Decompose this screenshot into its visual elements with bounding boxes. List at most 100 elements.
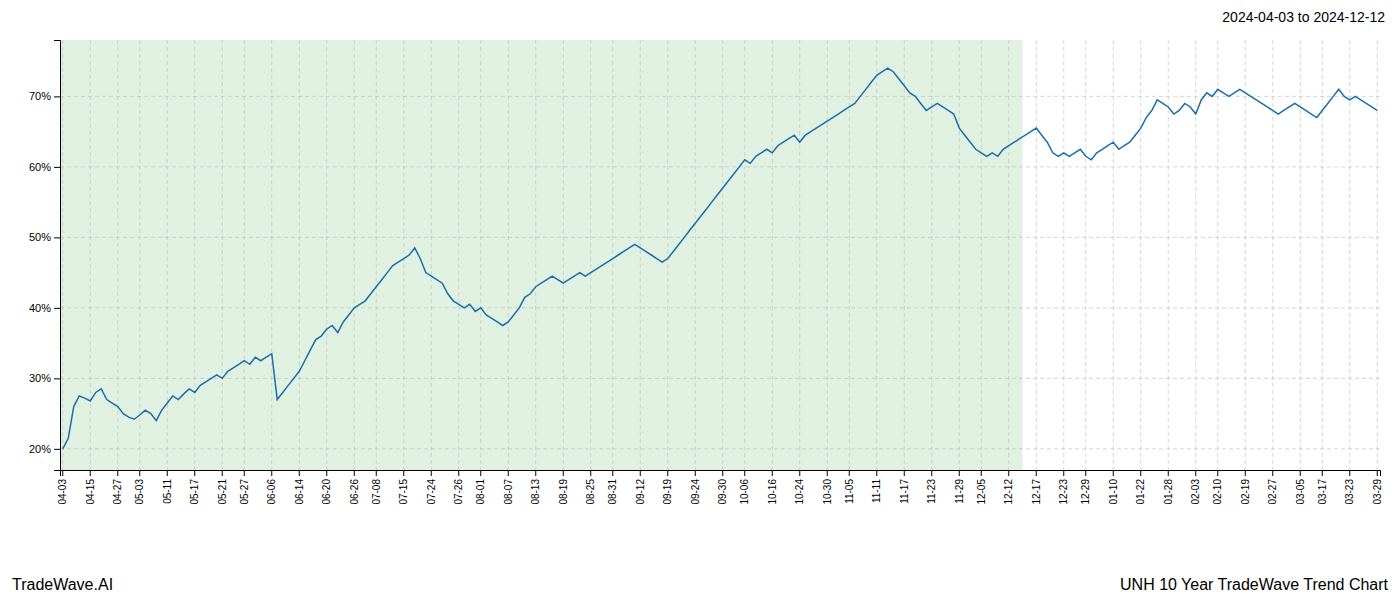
annotation: TradeWave.AI (12, 576, 113, 593)
grid-line (1349, 40, 1350, 470)
tick-mark (849, 470, 850, 476)
x-tick: 12-29 (1080, 470, 1091, 505)
grid-line (431, 40, 432, 470)
grid-line (60, 307, 1380, 308)
grid-line (876, 40, 877, 470)
x-tick: 03-29 (1372, 470, 1383, 505)
x-tick: 07-24 (426, 470, 437, 505)
axis-line (61, 471, 1381, 477)
tick-label: 03-05 (1295, 479, 1306, 505)
grid-line (981, 40, 982, 470)
x-tick: 06-06 (266, 470, 277, 505)
x-tick: 12-12 (1003, 470, 1014, 505)
tick-label: 07-24 (426, 479, 437, 505)
tick-label: 04-03 (57, 479, 68, 505)
x-tick: 10-24 (794, 470, 805, 505)
tick-label: 11-23 (926, 479, 937, 504)
tick-label: 12-12 (1003, 479, 1014, 505)
x-tick: 09-30 (717, 470, 728, 505)
grid-line (299, 40, 300, 470)
grid-line (535, 40, 536, 470)
tick-label: 06-14 (294, 479, 305, 505)
tick-mark (54, 237, 60, 238)
grid-line (508, 40, 509, 470)
tick-mark (54, 449, 60, 450)
tick-label: 06-20 (321, 479, 332, 505)
tick-mark (1377, 470, 1378, 476)
tick-mark (1036, 470, 1037, 476)
tick-mark (54, 96, 60, 97)
tick-mark (167, 470, 168, 476)
tick-label: 06-26 (349, 479, 360, 505)
tick-label: 08-13 (530, 479, 541, 505)
tick-label: 05-03 (134, 479, 145, 505)
tick-mark (244, 470, 245, 476)
x-tick: 05-11 (162, 470, 173, 504)
tick-label: 01-10 (1108, 479, 1119, 505)
tick-label: 08-01 (475, 479, 486, 505)
x-tick: 12-05 (976, 470, 987, 505)
x-tick: 08-07 (503, 470, 514, 505)
x-tick: 11-29 (954, 470, 965, 504)
x-tick: 10-16 (767, 470, 778, 505)
tick-label: 70% (29, 90, 51, 102)
tick-mark (640, 470, 641, 476)
grid-line (931, 40, 932, 470)
grid-line (959, 40, 960, 470)
tick-mark (480, 470, 481, 476)
tick-label: 10-24 (794, 479, 805, 505)
x-tick: 03-23 (1344, 470, 1355, 505)
tick-mark (194, 470, 195, 476)
axis-line (54, 41, 61, 471)
grid-line (640, 40, 641, 470)
grid-line (667, 40, 668, 470)
grid-line (1217, 40, 1218, 470)
grid-line (354, 40, 355, 470)
tick-label: 11-05 (844, 479, 855, 504)
grid-line (799, 40, 800, 470)
tick-mark (117, 470, 118, 476)
x-tick: 06-26 (349, 470, 360, 505)
x-tick: 02-10 (1212, 470, 1223, 505)
grid-line (1245, 40, 1246, 470)
grid-line (222, 40, 223, 470)
tick-mark (1322, 470, 1323, 476)
tick-label: 05-21 (217, 479, 228, 505)
tick-mark (535, 470, 536, 476)
tick-mark (612, 470, 613, 476)
tick-label: 02-03 (1190, 479, 1201, 505)
tick-label: 07-26 (453, 479, 464, 505)
x-tick: 01-22 (1135, 470, 1146, 505)
x-tick: 05-17 (189, 470, 200, 505)
tick-label: 60% (29, 161, 51, 173)
grid-line (271, 40, 272, 470)
grid-line (60, 448, 1380, 449)
tick-label: 12-29 (1080, 479, 1091, 505)
tick-label: 09-12 (635, 479, 646, 505)
grid-line (167, 40, 168, 470)
tick-mark (508, 470, 509, 476)
tick-label: 40% (29, 302, 51, 314)
tick-mark (1300, 470, 1301, 476)
tick-label: 02-27 (1267, 479, 1278, 505)
x-tick: 12-17 (1031, 470, 1042, 505)
x-tick: 04-15 (85, 470, 96, 505)
x-tick: 01-10 (1108, 470, 1119, 505)
x-tick: 01-28 (1163, 470, 1174, 505)
line (63, 68, 1378, 449)
tick-mark (904, 470, 905, 476)
x-tick: 08-01 (475, 470, 486, 505)
grid-line (563, 40, 564, 470)
y-tick: 60% (29, 161, 60, 173)
tick-mark (222, 470, 223, 476)
annotation: UNH 10 Year TradeWave Trend Chart (1120, 576, 1389, 593)
tick-mark (667, 470, 668, 476)
x-tick: 09-24 (690, 470, 701, 505)
grid-line (90, 40, 91, 470)
tick-mark (1217, 470, 1218, 476)
tick-label: 08-25 (585, 479, 596, 505)
tick-mark (1349, 470, 1350, 476)
x-tick: 07-15 (398, 470, 409, 505)
x-tick: 05-21 (217, 470, 228, 505)
x-tick: 11-05 (844, 470, 855, 504)
